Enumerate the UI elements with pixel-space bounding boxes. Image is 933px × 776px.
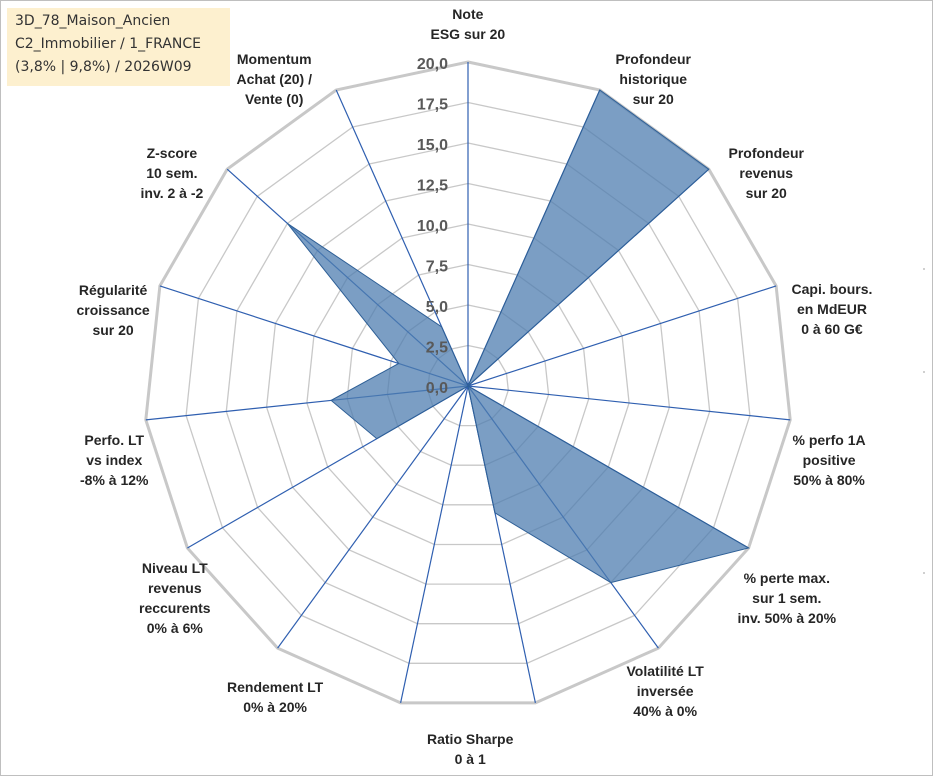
axis-spoke — [277, 385, 469, 649]
axis-label-line: revenus — [739, 165, 794, 181]
axis-label-line: sur 20 — [745, 185, 787, 201]
axis-label-line: % perte max. — [743, 570, 830, 586]
axis-label-line: Vente (0) — [245, 91, 304, 107]
axis-label: Note ESG sur 20 — [431, 4, 506, 44]
axis-label-line: reccurents — [139, 600, 211, 616]
axis-label-line: Profondeur — [728, 145, 804, 161]
axis-label-line: inv. 50% à 20% — [737, 610, 837, 626]
axis-label-line: Volatilité LT — [626, 663, 704, 679]
axis-label-line: 50% à 80% — [793, 472, 865, 488]
axis-label-line: Achat (20) / — [236, 71, 312, 87]
grid-ring — [306, 223, 630, 546]
axis-label: Ratio Sharpe 0 à 1 — [427, 729, 513, 769]
grid-ring — [144, 60, 792, 705]
axis-label: Capi. bours. en MdEUR 0 à 60 G€ — [792, 279, 873, 339]
axis-label-line: Niveau LT — [141, 560, 208, 576]
axis-label-line: sur 1 sem. — [752, 590, 822, 606]
axis-label: Régularité croissance sur 20 — [77, 280, 150, 340]
tick-label: 12,5 — [417, 178, 448, 195]
axis-label-line: Capi. bours. — [791, 281, 873, 297]
axis-label-line: Perfo. LT — [84, 432, 145, 448]
axis-label: Momentum Achat (20) / Vente (0) — [237, 49, 312, 109]
axis-label: % perfo 1A positive 50% à 80% — [793, 430, 866, 490]
axis-label: Rendement LT 0% à 20% — [227, 677, 323, 717]
axis-label-line: 0 à 60 G€ — [801, 321, 863, 337]
axis-spoke — [467, 385, 791, 421]
info-line-2: C2_Immobilier / 1_FRANCE — [15, 36, 201, 52]
axis-label-line: en MdEUR — [796, 301, 867, 317]
tick-label: 20,0 — [417, 56, 448, 73]
axis-label-line: vs index — [86, 452, 143, 468]
axis-label-line: 0% à 20% — [243, 699, 308, 715]
axis-label-line: -8% à 12% — [80, 472, 149, 488]
edge-mark — [923, 371, 925, 373]
axis-label: Perfo. LT vs index -8% à 12% — [80, 430, 148, 490]
axis-label-line: revenus — [147, 580, 202, 596]
axis-label-line: positive — [802, 452, 856, 468]
grid-ring — [185, 101, 751, 664]
tick-label: 5,0 — [426, 299, 448, 316]
tick-label: 17,5 — [417, 97, 448, 114]
axis-label: Z-score 10 sem. inv. 2 à -2 — [141, 143, 204, 203]
axis-label-line: Rendement LT — [227, 679, 324, 695]
axis-label-line: Momentum — [236, 51, 312, 67]
tick-label: 2,5 — [426, 340, 448, 357]
axis-label: Profondeur revenus sur 20 — [729, 143, 804, 203]
info-line-1: 3D_78_Maison_Ancien — [15, 13, 171, 29]
tick-label: 0,0 — [426, 380, 448, 397]
axis-label-line: historique — [619, 71, 688, 87]
axis-label-line: sur 20 — [92, 322, 134, 338]
axis-label: Profondeur historique sur 20 — [616, 49, 691, 109]
edge-mark — [923, 572, 925, 574]
axis-label: Niveau LT revenus reccurents 0% à 6% — [139, 558, 211, 638]
axis-label-line: % perfo 1A — [792, 432, 866, 448]
axis-label: % perte max. sur 1 sem. inv. 50% à 20% — [738, 568, 837, 628]
axis-label-line: sur 20 — [632, 91, 674, 107]
axis-label: Volatilité LT inversée 40% à 0% — [627, 661, 704, 721]
grid-ring — [346, 263, 590, 506]
axis-label-line: Ratio Sharpe — [427, 731, 514, 747]
axis-label-line: inv. 2 à -2 — [140, 185, 204, 201]
axis-label-line: 10 sem. — [146, 165, 198, 181]
grid-ring — [265, 182, 671, 585]
axis-label-line: inversée — [636, 683, 694, 699]
info-line-3: (3,8% | 9,8%) / 2026W09 — [15, 59, 192, 75]
axis-label-line: Z-score — [146, 145, 198, 161]
axis-label-line: croissance — [76, 302, 150, 318]
tick-label: 7,5 — [426, 259, 448, 276]
tick-label: 10,0 — [417, 218, 448, 235]
grid-ring — [225, 142, 711, 625]
axis-label-line: 40% à 0% — [633, 703, 698, 719]
axis-label-line: Régularité — [78, 282, 148, 298]
axis-spoke — [400, 385, 469, 704]
axis-label-line: 0 à 1 — [454, 751, 486, 767]
axis-label-line: ESG sur 20 — [430, 26, 506, 42]
axis-label-line: 0% à 6% — [146, 620, 203, 636]
axis-label-line: Note — [452, 6, 484, 22]
data-series-area — [287, 89, 750, 584]
edge-mark — [923, 268, 925, 270]
info-box: 3D_78_Maison_Ancien C2_Immobilier / 1_FR… — [7, 8, 230, 86]
axis-spoke — [467, 285, 777, 387]
axis-label-line: Profondeur — [615, 51, 691, 67]
tick-label: 15,0 — [417, 137, 448, 154]
